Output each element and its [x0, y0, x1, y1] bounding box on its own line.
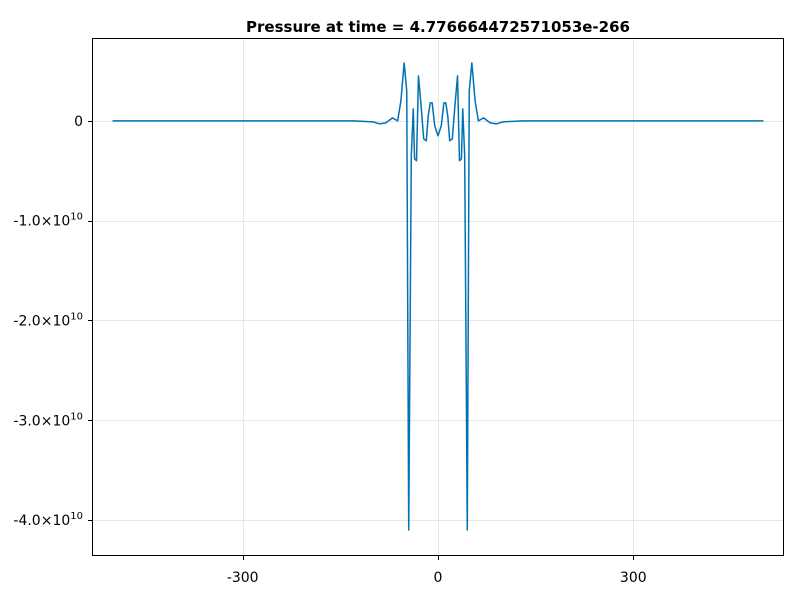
x-tick-label: 300: [620, 570, 647, 586]
x-tick-label: 0: [434, 570, 443, 586]
y-tick-label: 0: [74, 114, 83, 130]
series-line: [112, 62, 764, 531]
y-tick-label: -4.0×1010: [13, 511, 83, 529]
x-tick-label: -300: [227, 570, 259, 586]
y-tick-label: -2.0×1010: [13, 311, 83, 329]
series-layer: [112, 62, 764, 531]
y-axis-ticks: 0 -1.0×1010 -2.0×1010 -3.0×1010 -4.0×1010: [13, 114, 93, 529]
y-tick-label: -3.0×1010: [13, 411, 83, 429]
x-axis-ticks: -300 0 300: [227, 555, 647, 586]
grid-lines: [93, 39, 783, 555]
y-tick-label: -1.0×1010: [13, 212, 83, 230]
chart-title: Pressure at time = 4.776664472571053e-26…: [246, 18, 630, 36]
